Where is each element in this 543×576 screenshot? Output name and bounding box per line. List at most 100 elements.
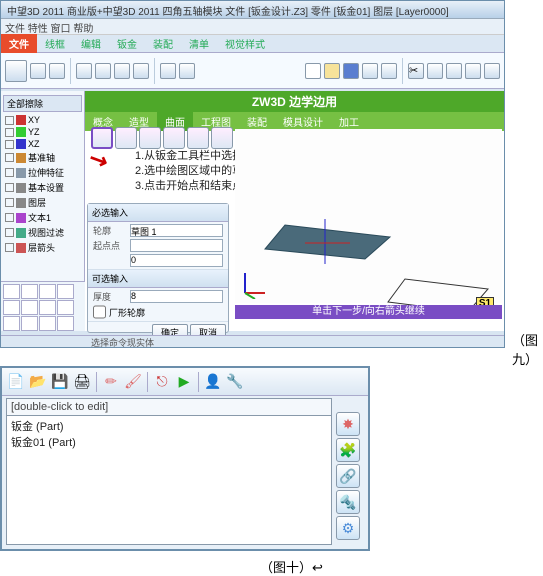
edit-hint[interactable]: [double-click to edit] [7, 399, 331, 416]
save-icon[interactable] [343, 63, 359, 79]
tool-icon[interactable] [133, 63, 149, 79]
tool-icon[interactable] [76, 63, 92, 79]
ribbon-tabs: 文件 线框 编辑 钣金 装配 清单 视觉样式 [1, 35, 504, 53]
ribbon-tab-wireframe[interactable]: 线框 [37, 34, 73, 53]
cut-icon[interactable]: ✂ [408, 63, 424, 79]
panel-header: 可选输入 [88, 270, 228, 288]
tree-label: 基准轴 [28, 151, 55, 164]
tool-btn[interactable] [57, 300, 74, 315]
tool-btn[interactable] [21, 284, 38, 299]
tool-icon[interactable] [139, 127, 161, 149]
separator [198, 372, 199, 392]
value-input[interactable]: 0 [130, 254, 223, 267]
tree-label: XZ [28, 139, 40, 149]
tool-icon[interactable] [465, 63, 481, 79]
tree-item[interactable]: 视图过滤 [3, 225, 82, 240]
exit-icon[interactable]: ⎋ [152, 372, 172, 392]
ribbon-toolbar: ✂ [1, 53, 504, 89]
menu-bar[interactable]: 文件 特性 窗口 帮助 [1, 19, 504, 35]
tool-icon[interactable] [427, 63, 443, 79]
tool-icon[interactable]: ⚙ [336, 516, 360, 540]
run-icon[interactable]: ▶ [174, 372, 194, 392]
eraser-icon[interactable]: ✏ [101, 372, 121, 392]
tree-item[interactable]: 文本1 [3, 210, 82, 225]
tree-label: XY [28, 115, 40, 125]
tree-item[interactable]: 层箭头 [3, 240, 82, 255]
part-item[interactable]: 钣金01 (Part) [11, 434, 327, 450]
start-input[interactable] [130, 239, 223, 252]
print-icon[interactable]: 🖨 [72, 372, 92, 392]
profile-input[interactable]: 草图 1 [130, 224, 223, 237]
part-list-panel: [double-click to edit] 钣金 (Part) 钣金01 (P… [6, 398, 332, 545]
param-label: 轮廓 [93, 224, 127, 237]
tool-icon[interactable] [187, 127, 209, 149]
save-icon[interactable]: 💾 [50, 372, 70, 392]
tree-item[interactable]: YZ [3, 126, 82, 138]
tool-btn[interactable] [21, 300, 38, 315]
new-icon[interactable] [305, 63, 321, 79]
tool-icon[interactable]: 🔩 [336, 490, 360, 514]
tool-icon[interactable] [114, 63, 130, 79]
paint-icon[interactable]: 🖌 [123, 372, 143, 392]
ribbon-tab-list[interactable]: 清单 [181, 34, 217, 53]
tool-btn[interactable] [3, 316, 20, 331]
tree-item[interactable]: XZ [3, 138, 82, 150]
tool-icon[interactable] [163, 127, 185, 149]
tool-btn[interactable] [3, 300, 20, 315]
tool-icon[interactable] [381, 63, 397, 79]
toolbar: 📄 📂 💾 🖨 ✏ 🖌 ⎋ ▶ 👤 🔧 [2, 368, 368, 396]
open-icon[interactable]: 📂 [28, 372, 48, 392]
tree-item[interactable]: 基准轴 [3, 150, 82, 165]
tree-item[interactable]: 拉伸特征 [3, 165, 82, 180]
center-area: ZW3D 边学边用 概念 造型 曲面 工程图 装配 模具设计 加工 [85, 91, 504, 331]
tutorial-title: ZW3D 边学边用 [85, 91, 504, 112]
tool-btn[interactable] [39, 284, 56, 299]
ribbon-tab-file[interactable]: 文件 [1, 34, 37, 53]
tool-icon[interactable] [362, 63, 378, 79]
tool-icon[interactable]: 🧩 [336, 438, 360, 462]
tool-icon[interactable] [446, 63, 462, 79]
open-icon[interactable] [324, 63, 340, 79]
settings-icon[interactable]: 🔧 [225, 372, 245, 392]
tool-btn[interactable] [3, 284, 20, 299]
panel-section: 轮廓草图 1 起点点 0 [88, 222, 228, 270]
tool-icon[interactable]: ✸ [336, 412, 360, 436]
tree-item[interactable]: 图层 [3, 195, 82, 210]
ribbon-tab-visual[interactable]: 视觉样式 [217, 34, 273, 53]
tool-icon[interactable] [5, 60, 27, 82]
ribbon-tab-edit[interactable]: 编辑 [73, 34, 109, 53]
tool-btn[interactable] [57, 316, 74, 331]
separator [402, 58, 403, 84]
tree-label: YZ [28, 127, 40, 137]
tool-btn[interactable] [21, 316, 38, 331]
tool-icon[interactable] [95, 63, 111, 79]
red-arrow-icon: ↘ [84, 144, 112, 175]
separator [96, 372, 97, 392]
tool-btn[interactable] [57, 284, 74, 299]
tool-btn[interactable] [39, 300, 56, 315]
3d-viewport[interactable]: S1 [235, 129, 502, 303]
param-label: 起点点 [93, 239, 127, 252]
tool-icon[interactable] [160, 63, 176, 79]
tool-icon[interactable] [179, 63, 195, 79]
tree-item[interactable]: XY [3, 114, 82, 126]
tool-icon[interactable]: 🔗 [336, 464, 360, 488]
tool-icon[interactable] [484, 63, 500, 79]
tree-header[interactable]: 全部擦除 [3, 95, 82, 112]
tool-icon[interactable] [211, 127, 233, 149]
checkbox-label: 厂形轮廓 [109, 306, 145, 319]
thickness-input[interactable]: 8 [130, 290, 223, 303]
tree-item[interactable]: 基本设置 [3, 180, 82, 195]
tool-btn[interactable] [39, 316, 56, 331]
tool-icon[interactable] [49, 63, 65, 79]
person-icon[interactable]: 👤 [203, 372, 223, 392]
part-item[interactable]: 钣金 (Part) [11, 418, 327, 434]
separator [147, 372, 148, 392]
tool-icon[interactable] [30, 63, 46, 79]
tool-icon[interactable] [115, 127, 137, 149]
new-icon[interactable]: 📄 [6, 372, 26, 392]
ribbon-tab-sheetmetal[interactable]: 钣金 [109, 34, 145, 53]
ribbon-tab-assembly[interactable]: 装配 [145, 34, 181, 53]
shape-checkbox[interactable] [93, 305, 106, 319]
param-label: 厚度 [93, 290, 127, 303]
